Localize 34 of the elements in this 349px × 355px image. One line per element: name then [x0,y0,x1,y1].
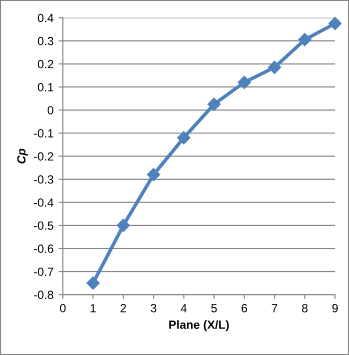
x-tick-label: 9 [332,304,338,312]
y-tick-label: -0.6 [34,244,54,253]
y-tick-label: -0.1 [34,129,54,138]
y-tick-label: -0.8 [34,290,54,300]
x-tick-label: 4 [180,304,187,312]
x-tick-label: 1 [90,304,96,312]
point [207,98,221,111]
point [328,16,342,30]
point [177,131,190,144]
point [86,276,100,290]
y-tick-label: 0.1 [38,83,54,92]
y-tick-label: 0.3 [38,36,54,46]
x-tick-label: 3 [150,304,156,312]
point [268,60,282,74]
y-tick-label: 0.2 [38,60,54,68]
x-tick-label: 2 [120,304,126,312]
x-tick-label: 0 [60,304,66,312]
y-tick-label: -0.4 [34,198,54,207]
y-tick-label: 0 [48,106,54,114]
point [116,218,130,232]
point [298,33,312,46]
point [238,76,251,89]
y-tick-label: -0.3 [34,175,54,184]
x-tick-label: 5 [211,304,217,312]
x-tick-label: 7 [272,304,278,312]
x-tick-label: 6 [242,304,248,312]
x-axis-title: Plane (X/L) [169,320,229,332]
x-tick-label: 8 [302,304,308,312]
y-axis-title: Cp [17,148,28,164]
y-tick-label: -0.2 [34,152,54,161]
point [146,168,160,182]
y-tick-label: -0.5 [34,221,54,230]
y-tick-label: 0.4 [38,14,54,22]
y-tick-label: -0.7 [34,268,54,276]
